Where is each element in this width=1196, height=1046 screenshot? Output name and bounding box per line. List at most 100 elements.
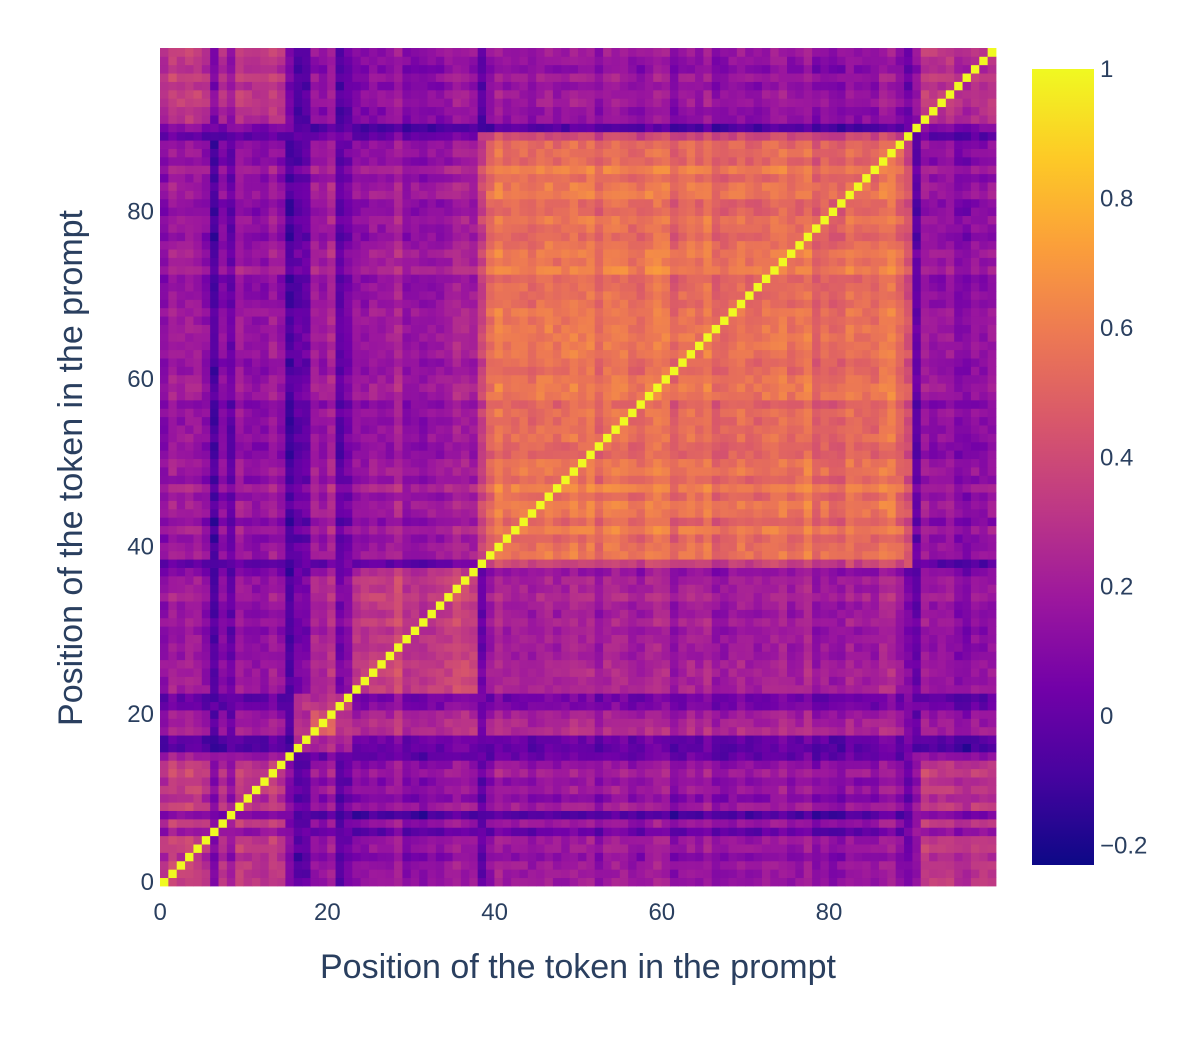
heatmap-cell: [327, 467, 336, 476]
heatmap-cell: [954, 710, 963, 719]
heatmap-cell: [460, 802, 470, 811]
heatmap-cell: [979, 693, 989, 703]
heatmap-cell: [653, 592, 662, 602]
heatmap-cell: [552, 777, 562, 786]
heatmap-cell: [402, 659, 412, 669]
heatmap-cell: [895, 584, 905, 594]
heatmap-cell: [853, 634, 863, 644]
heatmap-cell: [360, 810, 370, 820]
heatmap-cell: [519, 542, 529, 552]
heatmap-cell: [962, 659, 972, 669]
heatmap-cell: [402, 735, 412, 744]
heatmap-cell: [369, 500, 378, 510]
heatmap-cell: [226, 575, 236, 585]
heatmap-cell: [937, 634, 947, 644]
heatmap-cell: [578, 659, 587, 669]
heatmap-cell: [185, 802, 194, 811]
heatmap-cell: [210, 818, 219, 828]
heatmap-cell: [477, 869, 487, 879]
heatmap-cell: [695, 651, 704, 661]
heatmap-cell: [745, 575, 754, 585]
heatmap-cell: [427, 492, 437, 501]
heatmap-cell: [878, 877, 888, 887]
heatmap-cell: [360, 877, 370, 887]
heatmap-cell: [285, 559, 295, 568]
heatmap-cell: [745, 634, 754, 644]
heatmap-cell: [912, 525, 922, 535]
heatmap-cell: [318, 718, 328, 728]
heatmap-cell: [369, 659, 378, 669]
heatmap-cell: [678, 559, 688, 568]
heatmap-cell: [268, 651, 278, 661]
heatmap-cell: [519, 810, 529, 820]
heatmap-cell: [745, 500, 754, 510]
heatmap-cell: [494, 651, 504, 661]
heatmap-cell: [745, 844, 754, 853]
heatmap-cell: [870, 584, 880, 594]
heatmap-cell: [402, 467, 412, 476]
heatmap-cell: [469, 617, 479, 627]
heatmap-cell: [293, 684, 303, 694]
heatmap-cell: [385, 835, 395, 845]
heatmap-cell: [394, 668, 403, 677]
heatmap-cell: [736, 634, 746, 644]
heatmap-cell: [226, 844, 236, 853]
heatmap-cell: [377, 844, 387, 853]
heatmap-cell: [201, 684, 211, 694]
heatmap-cell: [318, 467, 328, 476]
heatmap-cell: [745, 835, 754, 845]
heatmap-cell: [653, 500, 662, 510]
heatmap-cell: [561, 517, 571, 527]
heatmap-cell: [695, 810, 704, 820]
heatmap-cell: [828, 550, 838, 560]
heatmap-cell: [310, 827, 320, 837]
heatmap-cell: [644, 517, 654, 527]
heatmap-cell: [569, 659, 579, 669]
heatmap-cell: [845, 467, 855, 476]
heatmap-cell: [703, 567, 713, 577]
heatmap-cell: [569, 609, 579, 619]
heatmap-cell: [277, 517, 286, 527]
heatmap-cell: [335, 718, 345, 728]
heatmap-cell: [419, 517, 428, 527]
heatmap-cell: [954, 500, 963, 510]
heatmap-cell: [761, 743, 771, 753]
heatmap-cell: [611, 601, 621, 610]
heatmap-cell: [243, 827, 253, 837]
heatmap-cell: [945, 852, 955, 862]
heatmap-cell: [862, 860, 871, 870]
heatmap-cell: [603, 743, 612, 753]
heatmap-cell: [335, 818, 345, 828]
heatmap-cell: [929, 827, 938, 837]
heatmap-cell: [895, 659, 905, 669]
heatmap-cell: [193, 492, 203, 501]
heatmap-cell: [394, 483, 403, 493]
heatmap-cell: [853, 818, 863, 828]
heatmap-cell: [527, 718, 537, 728]
heatmap-cell: [728, 525, 738, 535]
heatmap-cell: [937, 818, 947, 828]
heatmap-cell: [218, 659, 228, 669]
heatmap-cell: [527, 818, 537, 828]
heatmap-cell: [168, 601, 178, 610]
heatmap-cell: [753, 777, 763, 786]
heatmap-cell: [343, 701, 353, 711]
heatmap-cell: [586, 693, 596, 703]
heatmap-cell: [787, 860, 796, 870]
heatmap-cell: [904, 835, 913, 845]
heatmap-cell: [920, 601, 930, 610]
heatmap-cell: [452, 693, 462, 703]
heatmap-cell: [218, 508, 228, 518]
heatmap-cell: [895, 802, 905, 811]
heatmap-cell: [862, 584, 871, 594]
heatmap-cell: [862, 835, 871, 845]
heatmap-cell: [603, 651, 612, 661]
heatmap-cell: [661, 802, 671, 811]
heatmap-cell: [544, 609, 554, 619]
heatmap-cell: [469, 768, 479, 778]
heatmap-cell: [578, 743, 587, 753]
heatmap-cell: [920, 860, 930, 870]
heatmap-cell: [745, 810, 754, 820]
heatmap-cell: [678, 592, 688, 602]
heatmap-cell: [653, 542, 662, 552]
